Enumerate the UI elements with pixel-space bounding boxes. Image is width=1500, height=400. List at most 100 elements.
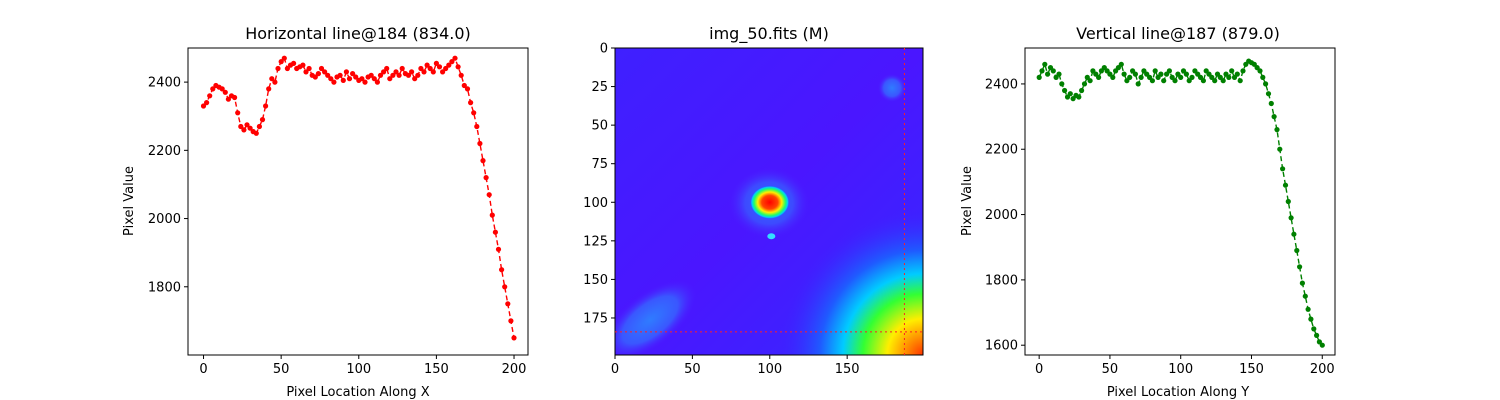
data-point — [1183, 71, 1189, 77]
y-axis-label: Pixel Value — [960, 166, 975, 236]
data-point — [474, 123, 480, 130]
series-line — [202, 56, 515, 339]
data-point — [368, 72, 374, 78]
data-point — [1039, 68, 1045, 74]
y-tick-label: 2200 — [985, 143, 1018, 158]
data-point — [318, 65, 325, 72]
data-point — [1299, 280, 1305, 286]
data-point — [387, 76, 393, 82]
data-point — [300, 62, 306, 68]
data-point — [1152, 68, 1158, 74]
y-tick-label: 2400 — [985, 77, 1018, 92]
data-point — [1314, 332, 1320, 338]
data-point — [424, 62, 430, 68]
data-point — [247, 125, 253, 131]
x-tick-label: 100 — [1168, 362, 1193, 377]
series-horizontal — [200, 55, 517, 341]
image-canvas — [615, 48, 923, 355]
data-point — [207, 93, 213, 99]
data-point — [210, 86, 216, 92]
data-point — [1308, 316, 1314, 322]
data-point — [1212, 78, 1218, 84]
data-point — [343, 69, 349, 75]
data-point — [393, 69, 399, 75]
bright-spot — [749, 185, 790, 220]
y-tick-label: 175 — [583, 311, 608, 326]
data-point — [1096, 74, 1102, 80]
x-tick-label: 50 — [1102, 362, 1119, 377]
data-point — [1226, 74, 1232, 80]
data-point — [396, 72, 402, 78]
data-point — [1149, 78, 1155, 84]
data-point — [1158, 71, 1164, 77]
data-point — [1110, 74, 1116, 80]
y-tick-label: 0 — [600, 42, 608, 57]
data-point — [1121, 71, 1127, 77]
chart-title: img_50.fits (M) — [709, 24, 829, 44]
data-point — [222, 89, 228, 95]
data-point — [1062, 87, 1068, 94]
data-point — [1127, 74, 1133, 80]
chart-image: img_50.fits (M) 0 50 100 150 0 25 50 75 100 125 15… — [583, 24, 924, 378]
data-point — [443, 65, 449, 72]
y-tick-label: 100 — [583, 196, 608, 211]
data-point — [235, 110, 241, 116]
x-tick-label: 0 — [199, 362, 207, 377]
data-point — [1045, 71, 1051, 77]
data-point — [256, 123, 262, 130]
data-point — [433, 60, 439, 66]
data-point — [405, 72, 412, 78]
data-point — [1294, 247, 1300, 254]
data-point — [259, 117, 266, 123]
data-point — [377, 72, 384, 78]
data-point — [1291, 231, 1297, 237]
data-point — [328, 76, 334, 82]
data-point — [1166, 68, 1172, 74]
tick-group: 0 50 100 150 0 25 50 75 100 125 150 175 — [583, 42, 859, 378]
tick-group: 0 50 100 150 200 1600 1800 2000 2200 2400 — [985, 77, 1335, 377]
data-point — [244, 122, 250, 128]
x-tick-label: 150 — [424, 362, 449, 377]
data-point — [359, 76, 365, 82]
chart-horizontal-profile: Horizontal line@184 (834.0) 0 50 100 150 200… — [122, 24, 529, 400]
data-point — [284, 65, 290, 72]
y-tick-label: 150 — [583, 273, 608, 288]
data-point — [1319, 342, 1325, 348]
data-point — [346, 76, 353, 82]
data-point — [1297, 264, 1303, 270]
data-point — [508, 318, 514, 324]
series-line — [1038, 60, 1323, 346]
data-point — [421, 69, 427, 75]
data-point — [1263, 81, 1269, 87]
corner-glow — [780, 210, 923, 355]
data-point — [325, 72, 331, 78]
data-point — [1076, 94, 1082, 100]
data-point — [312, 74, 318, 80]
data-point — [1288, 215, 1294, 221]
data-point — [337, 72, 343, 78]
data-point — [489, 212, 495, 218]
blotch-lower-left — [615, 280, 697, 355]
x-tick-label: 50 — [273, 362, 290, 377]
data-point — [477, 140, 483, 147]
x-tick-label: 200 — [1310, 362, 1335, 377]
x-tick-label: 200 — [502, 362, 527, 377]
data-point — [446, 62, 452, 68]
data-point — [1277, 146, 1283, 152]
data-point — [1282, 182, 1289, 188]
data-point — [468, 100, 474, 106]
data-point — [272, 79, 278, 85]
data-point — [483, 175, 489, 181]
data-point — [306, 65, 312, 72]
data-point — [1274, 127, 1280, 133]
data-point — [303, 69, 309, 75]
data-point — [455, 64, 461, 70]
data-point — [384, 65, 390, 72]
x-tick-label: 100 — [346, 362, 371, 377]
data-point — [495, 246, 502, 252]
y-tick-label: 2000 — [148, 212, 181, 227]
y-axis-label: Pixel Value — [122, 166, 137, 236]
y-tick-label: 125 — [583, 234, 608, 249]
x-tick-label: 0 — [611, 362, 619, 377]
data-point — [1050, 68, 1056, 74]
